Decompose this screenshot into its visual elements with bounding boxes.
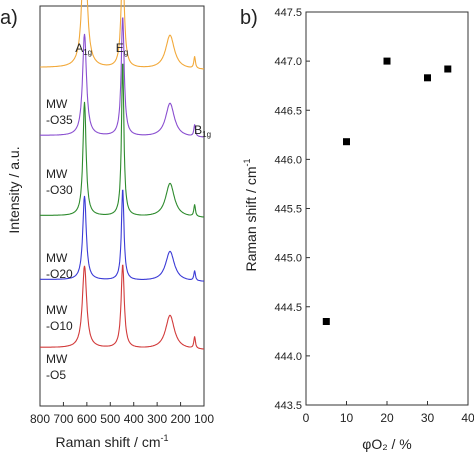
panel-b: b) 443.5444.0444.5445.0445.5446.0446.544…: [240, 7, 474, 452]
series-label: MW -O35: [46, 97, 73, 127]
x-tick-label: 800: [30, 412, 50, 426]
series-labels: MW -O35 MW -O30 MW -O20 MW -O10 MW -O5: [46, 97, 73, 382]
y-tick-label: 444.0: [274, 351, 302, 363]
spectrum-line: [40, 189, 204, 282]
y-tick-label: 443.5: [274, 400, 302, 412]
spectra-group: [40, 0, 205, 350]
series-label: MW -O20: [46, 251, 73, 281]
x-tick-label: 700: [53, 412, 73, 426]
x-tick-label: 100: [194, 412, 214, 426]
panel-a-x-ticks: 800 700 600 500 400 300 200 100: [30, 402, 214, 426]
y-tick-label: 447.5: [274, 7, 302, 19]
x-tick-label: 600: [77, 412, 97, 426]
series-label: MW -O10: [46, 303, 73, 333]
panel-a-y-axis-label: Intensity / a.u.: [6, 146, 22, 233]
spectrum-line: [40, 264, 204, 350]
x-tick-label: 500: [100, 412, 120, 426]
spectrum-line: [40, 17, 205, 138]
panel-a-label: a): [0, 7, 18, 29]
y-tick-label: 446.5: [274, 105, 302, 117]
peak-label: B1g: [194, 123, 211, 139]
x-tick-label: 0: [303, 411, 310, 425]
y-tick-label: 444.5: [274, 302, 302, 314]
panel-b-x-axis-label: φO₂ / %: [362, 436, 412, 452]
panel-a: a) 800 700 600 500 400 300 200 100 A1g Eg B1g MW -…: [0, 0, 214, 450]
x-tick-label: 30: [421, 411, 435, 425]
data-point: [444, 65, 452, 73]
spectrum-line: [40, 0, 205, 70]
x-tick-label: 200: [171, 412, 191, 426]
scatter-points: [322, 57, 452, 325]
panel-b-label: b): [240, 7, 258, 29]
peak-label: Eg: [116, 41, 128, 57]
peak-labels: A1g Eg B1g: [75, 41, 211, 139]
panel-b-y-axis-label: Raman shift / cm-1: [242, 158, 259, 271]
data-point: [343, 138, 350, 146]
peak-label: A1g: [75, 41, 92, 57]
y-tick-label: 446.0: [274, 154, 302, 166]
series-label: MW -O30: [46, 167, 73, 197]
panel-a-x-axis-label: Raman shift / cm-1: [55, 433, 168, 450]
y-tick-label: 445.5: [274, 204, 302, 216]
spectrum-line: [40, 63, 204, 218]
x-tick-label: 400: [124, 412, 144, 426]
x-tick-label: 40: [461, 411, 474, 425]
panel-b-plot-frame: [305, 11, 469, 406]
data-point: [322, 318, 330, 325]
panel-a-plot-frame: [39, 5, 205, 407]
series-label: MW -O5: [46, 352, 68, 382]
data-point: [424, 74, 431, 82]
data-point: [383, 57, 391, 65]
x-tick-label: 10: [340, 411, 354, 425]
x-tick-label: 300: [147, 412, 167, 426]
y-tick-label: 445.0: [274, 253, 302, 265]
panel-b-ticks: 443.5 444.0 444.5 445.0 445.5 446.0 446.5 447.0…: [274, 7, 474, 425]
x-tick-label: 20: [380, 411, 394, 425]
y-tick-label: 447.0: [274, 56, 302, 68]
